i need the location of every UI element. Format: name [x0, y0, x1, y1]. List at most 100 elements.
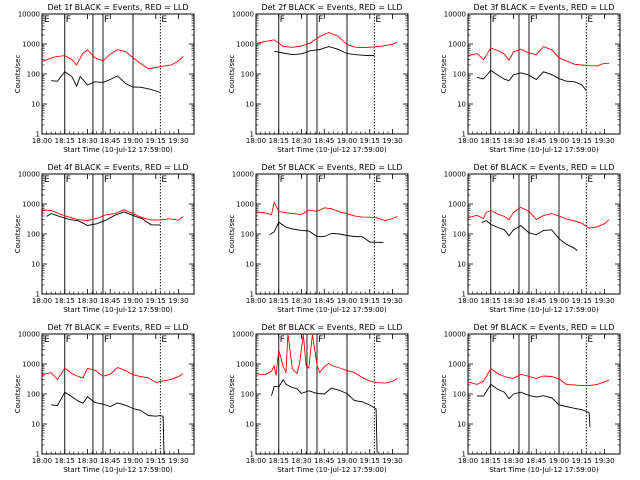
y-tick-label: 100	[27, 71, 40, 79]
y-tick-label: 10000	[18, 171, 40, 179]
series-line-lld	[467, 206, 610, 229]
x-tick-label: 19:00	[549, 457, 569, 465]
y-tick-label: 1	[250, 451, 254, 459]
series-line-events	[51, 70, 161, 93]
chart-title: Det 3f BLACK = Events, RED = LLD	[473, 3, 614, 12]
x-tick-label: 19:30	[168, 137, 188, 145]
y-tick-label: 1	[250, 131, 254, 139]
x-tick-label: 18:00	[458, 137, 478, 145]
marker-label: F	[318, 15, 323, 25]
series-line-lld	[255, 32, 398, 48]
x-tick-label: 19:00	[549, 137, 569, 145]
x-tick-label: 18:15	[481, 457, 501, 465]
marker-label: E	[161, 15, 167, 25]
y-tick-label: 100	[453, 231, 466, 239]
y-tick-label: 1000	[448, 361, 466, 369]
y-tick-label: 100	[241, 71, 254, 79]
x-tick-label: 19:15	[360, 457, 380, 465]
chart-panel-3: Det 3f BLACK = Events, RED = LLD 1 10 100 10…	[440, 3, 621, 154]
x-tick-label: 18:30	[291, 297, 311, 305]
y-tick-label: 10	[457, 101, 466, 109]
marker-label: E	[161, 335, 167, 345]
x-tick-label: 18:00	[32, 297, 52, 305]
x-tick-label: 19:15	[360, 297, 380, 305]
x-tick-label: 18:00	[458, 457, 478, 465]
x-tick-label: 18:45	[100, 457, 120, 465]
x-tick-label: 18:30	[77, 137, 97, 145]
y-tick-label: 100	[27, 391, 40, 399]
x-tick-label: 18:15	[481, 137, 501, 145]
x-tick-label: 18:45	[314, 457, 334, 465]
x-tick-label: 19:30	[382, 297, 402, 305]
chart-title: Det 7f BLACK = Events, RED = LLD	[47, 323, 188, 332]
chart-title: Det 1f BLACK = Events, RED = LLD	[47, 3, 188, 12]
marker-label: F	[66, 175, 71, 185]
x-tick-label: 18:15	[55, 457, 75, 465]
x-tick-label: 18:30	[503, 137, 523, 145]
x-tick-label: 19:15	[146, 457, 166, 465]
x-axis-label: Start Time (10-Jul-12 17:59:00)	[277, 306, 387, 314]
x-tick-label: 19:30	[168, 297, 188, 305]
series-line-events	[274, 46, 375, 56]
x-axis-label: Start Time (10-Jul-12 17:59:00)	[63, 146, 173, 154]
marker-label: F	[318, 335, 323, 345]
chart-panel-8: Det 8f BLACK = Events, RED = LLD 1 10 100 10…	[228, 323, 409, 474]
x-tick-label: 19:00	[337, 457, 357, 465]
y-tick-label: 100	[27, 231, 40, 239]
y-axis-label: Counts/sec	[440, 215, 448, 254]
chart-panel-1: Det 1f BLACK = Events, RED = LLD 1 10 100 10…	[14, 3, 195, 154]
x-axis-label: Start Time (10-Jul-12 17:59:00)	[63, 466, 173, 474]
y-tick-label: 10000	[18, 11, 40, 19]
chart-panel-9: Det 9f BLACK = Events, RED = LLD 1 10 100 10…	[440, 323, 621, 474]
x-tick-label: 19:15	[360, 137, 380, 145]
y-tick-label: 10000	[444, 171, 466, 179]
x-tick-label: 18:45	[526, 457, 546, 465]
y-tick-label: 100	[453, 71, 466, 79]
y-axis-label: Counts/sec	[440, 375, 448, 414]
y-tick-label: 1000	[448, 201, 466, 209]
y-tick-label: 10	[31, 101, 40, 109]
y-tick-label: 1	[36, 291, 40, 299]
y-tick-label: 1000	[236, 41, 254, 49]
marker-label: F	[280, 175, 285, 185]
marker-label: F	[530, 15, 535, 25]
marker-label: F	[492, 335, 497, 345]
y-tick-label: 10000	[232, 331, 254, 339]
series-line-events	[46, 211, 161, 226]
marker-label: E	[375, 335, 381, 345]
y-tick-label: 10000	[18, 331, 40, 339]
x-tick-label: 18:45	[100, 137, 120, 145]
series-line-events	[271, 378, 378, 453]
series-line-lld	[255, 200, 398, 222]
y-tick-label: 1000	[448, 41, 466, 49]
marker-label: F	[66, 335, 71, 345]
y-tick-label: 10	[31, 421, 40, 429]
series-line-lld	[41, 49, 184, 70]
series-line-events	[269, 221, 384, 243]
y-tick-label: 10000	[444, 11, 466, 19]
series-line-events	[477, 383, 591, 427]
x-tick-label: 19:30	[382, 457, 402, 465]
x-tick-label: 18:15	[55, 137, 75, 145]
x-tick-label: 19:15	[572, 297, 592, 305]
x-tick-label: 19:30	[168, 457, 188, 465]
x-tick-label: 19:00	[123, 457, 143, 465]
marker-label: E	[375, 175, 381, 185]
chart-title: Det 2f BLACK = Events, RED = LLD	[261, 3, 402, 12]
chart-title: Det 5f BLACK = Events, RED = LLD	[261, 163, 402, 172]
chart-panel-2: Det 2f BLACK = Events, RED = LLD 1 10 100 10…	[228, 3, 409, 154]
y-tick-label: 10	[457, 261, 466, 269]
marker-label: E	[587, 335, 593, 345]
series-line-lld	[467, 45, 610, 67]
x-tick-label: 18:15	[55, 297, 75, 305]
x-tick-label: 18:15	[269, 137, 289, 145]
marker-label: E	[44, 335, 50, 345]
marker-label: E	[44, 175, 50, 185]
y-axis-label: Counts/sec	[440, 55, 448, 94]
x-tick-label: 19:00	[123, 297, 143, 305]
series-line-lld	[255, 333, 398, 384]
marker-label: E	[44, 15, 50, 25]
x-tick-label: 18:00	[32, 457, 52, 465]
marker-label: F	[104, 335, 109, 345]
x-axis-label: Start Time (10-Jul-12 17:59:00)	[277, 146, 387, 154]
